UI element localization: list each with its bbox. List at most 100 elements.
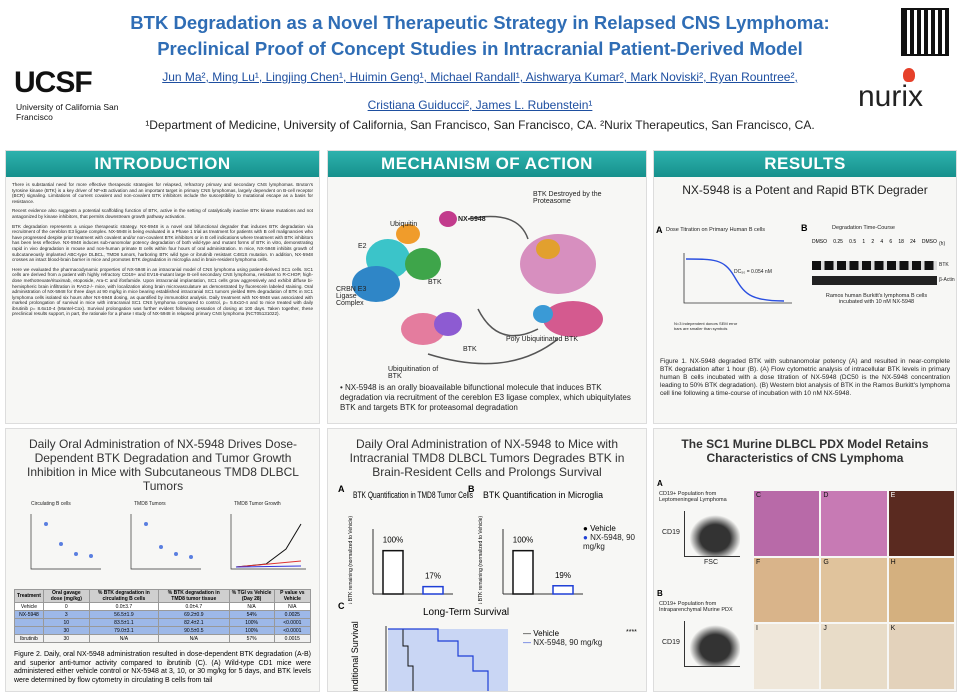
legend-item: ● NX-5948, 90 mg/kg	[583, 533, 635, 551]
axis-label: FSC	[704, 559, 718, 566]
table-cell: NX-5948	[14, 610, 44, 619]
dc50: DC₅₀ = 0.054 nM	[734, 269, 772, 275]
section-heading: MECHANISM OF ACTION	[328, 151, 646, 177]
mechanism-panel: MECHANISM OF ACTION NX-5948 E2 Ubiquitin…	[327, 150, 647, 424]
table-cell	[14, 618, 44, 627]
legend-label: NX-5948, 90 mg/kg	[583, 533, 635, 551]
timepoint: 2	[871, 239, 875, 245]
timepoint: 0.5	[849, 239, 857, 245]
bar	[422, 585, 444, 595]
logo-sub: University of California San Francisco	[16, 102, 119, 122]
blot	[812, 276, 937, 285]
dose-curve	[683, 253, 792, 304]
chart-title: BTK Quantification in TMD8 Tumor Cells	[353, 490, 473, 500]
authors: Jun Ma², Ming Lu¹, Lingjing Chen¹, Huimi…	[162, 70, 798, 84]
table-row: Treatment Oral gavage dose (mg/kg) % BTK d…	[14, 589, 312, 603]
table-cell: 0.0025	[273, 610, 312, 619]
table-cell: 54%	[228, 610, 275, 619]
paragraph: Here we evaluated the pharmacodynamic pr…	[12, 266, 313, 317]
timepoint: 18	[898, 239, 904, 245]
flow-plot	[684, 621, 740, 667]
tile-label: I	[756, 625, 758, 633]
table-header: Treatment	[14, 589, 44, 603]
tile-label: D	[823, 492, 829, 499]
value-label: 17%	[425, 572, 441, 581]
chart-title: Long-Term Survival	[423, 607, 510, 618]
table-cell: Ibrutinib	[14, 634, 44, 643]
value-label: 100%	[383, 536, 403, 545]
pdx-panel: The SC1 Murine DLBCL PDX Model Retains C…	[653, 428, 957, 692]
axis-label: % BTK remaining (normalized to Vehicle)	[478, 516, 484, 604]
blot-label: β-Actin	[939, 277, 955, 283]
intro-panel: INTRODUCTION There is substantial need f…	[5, 150, 320, 424]
mechanism-diagram	[352, 211, 603, 365]
diagram-label: Ubiquitination of BTK	[388, 366, 439, 380]
table-cell: N/A	[273, 602, 312, 611]
timepoint: 0.25	[833, 239, 843, 245]
table-cell	[14, 626, 44, 635]
table-header: P value vs Vehicle	[273, 589, 312, 603]
axis-label: % BTK remaining (normalized to Vehicle)	[348, 516, 354, 604]
bullet: • NX-5948 is an orally bioavailable bifu…	[340, 383, 631, 412]
time-unit: (h)	[939, 241, 946, 247]
title: BTK Degradation as a Novel Therapeutic S…	[130, 12, 830, 33]
paragraph: There is substantial need for more effec…	[12, 182, 313, 204]
brain-panel: Daily Oral Administration of NX-5948 to …	[327, 428, 647, 692]
value-label: 100%	[513, 536, 533, 545]
panel-label: B	[801, 223, 808, 233]
table-header: Oral gavage dose (mg/kg)	[42, 589, 90, 603]
chart-title: BTK Quantification in Microglia	[483, 490, 603, 500]
table-cell: 57%	[228, 634, 275, 643]
caption: Figure 1. NX-5948 degraded BTK with subn…	[660, 358, 950, 397]
authors: Cristiana Guiducci², James L. Rubenstein…	[367, 98, 593, 112]
value-label: 19%	[555, 571, 571, 580]
panel-label: A	[338, 484, 345, 494]
table-cell: N/A	[158, 634, 230, 643]
caption: Figure 2. Daily, oral NX-5948 administra…	[14, 651, 311, 684]
qr-code	[901, 8, 949, 56]
tumor-charts	[30, 514, 306, 570]
panel-label: B	[468, 484, 475, 494]
diagram-label: BTK Destroyed by the Proteasome	[533, 191, 602, 205]
panel-label: A	[657, 479, 663, 488]
table-cell: N/A	[88, 634, 160, 643]
bar	[552, 585, 574, 595]
table-cell: 90.5±0.5	[158, 626, 230, 635]
timepoint: 4	[880, 239, 884, 245]
bar	[382, 549, 404, 595]
timepoint: 6	[889, 239, 893, 245]
panel-title: Daily Oral Administration of NX-5948 to …	[349, 437, 625, 479]
table-cell: N/A	[228, 602, 275, 611]
tile-label: J	[823, 625, 827, 633]
timepoints: DMSO 0.25 0.5 1 2 4 6 18 24 DMSO	[812, 239, 937, 251]
diagram-label: NX-5948	[458, 216, 486, 223]
table-cell: 3	[42, 610, 90, 619]
significance: ****	[626, 629, 637, 636]
histology-image: C	[754, 491, 820, 556]
table-cell: 0.0±3.7	[88, 602, 160, 611]
table-cell: 30	[42, 626, 90, 635]
logo: nurix	[858, 80, 924, 113]
legend-label: NX-5948, 90 mg/kg	[533, 638, 603, 647]
legend-item: — NX-5948, 90 mg/kg	[523, 638, 603, 647]
diagram-label: BTK	[463, 346, 477, 353]
blot-caption: Ramos human Burkitt's lymphoma B cells i…	[825, 293, 928, 305]
table-cell: 83.5±1.1	[88, 618, 160, 627]
histology-image: J	[821, 624, 887, 689]
legend: — Vehicle — NX-5948, 90 mg/kg	[523, 629, 602, 647]
paragraph: Recent evidence also suggests a potentia…	[12, 208, 313, 219]
axis-label: Conditional Survival	[350, 621, 360, 691]
tile-label: E	[890, 492, 896, 499]
bar-charts: A BTK Quantification in TMD8 Tumor Cells%…	[338, 484, 603, 604]
table-row: Ibrutinib 30 N/A N/A 57% 0.0015	[14, 634, 312, 643]
bar	[512, 549, 534, 595]
table-cell: 82.4±2.1	[158, 618, 230, 627]
tile-label: H	[890, 558, 896, 566]
legend-item: — Vehicle	[523, 629, 560, 638]
tile-label: K	[890, 625, 896, 633]
table-header: % BTK degradation in TMD8 tumor tissue	[158, 589, 230, 603]
blot	[812, 261, 937, 270]
table-cell: <0.0001	[273, 618, 312, 627]
results-panel: RESULTS NX-5948 is a Potent and Rapid BT…	[653, 150, 957, 424]
